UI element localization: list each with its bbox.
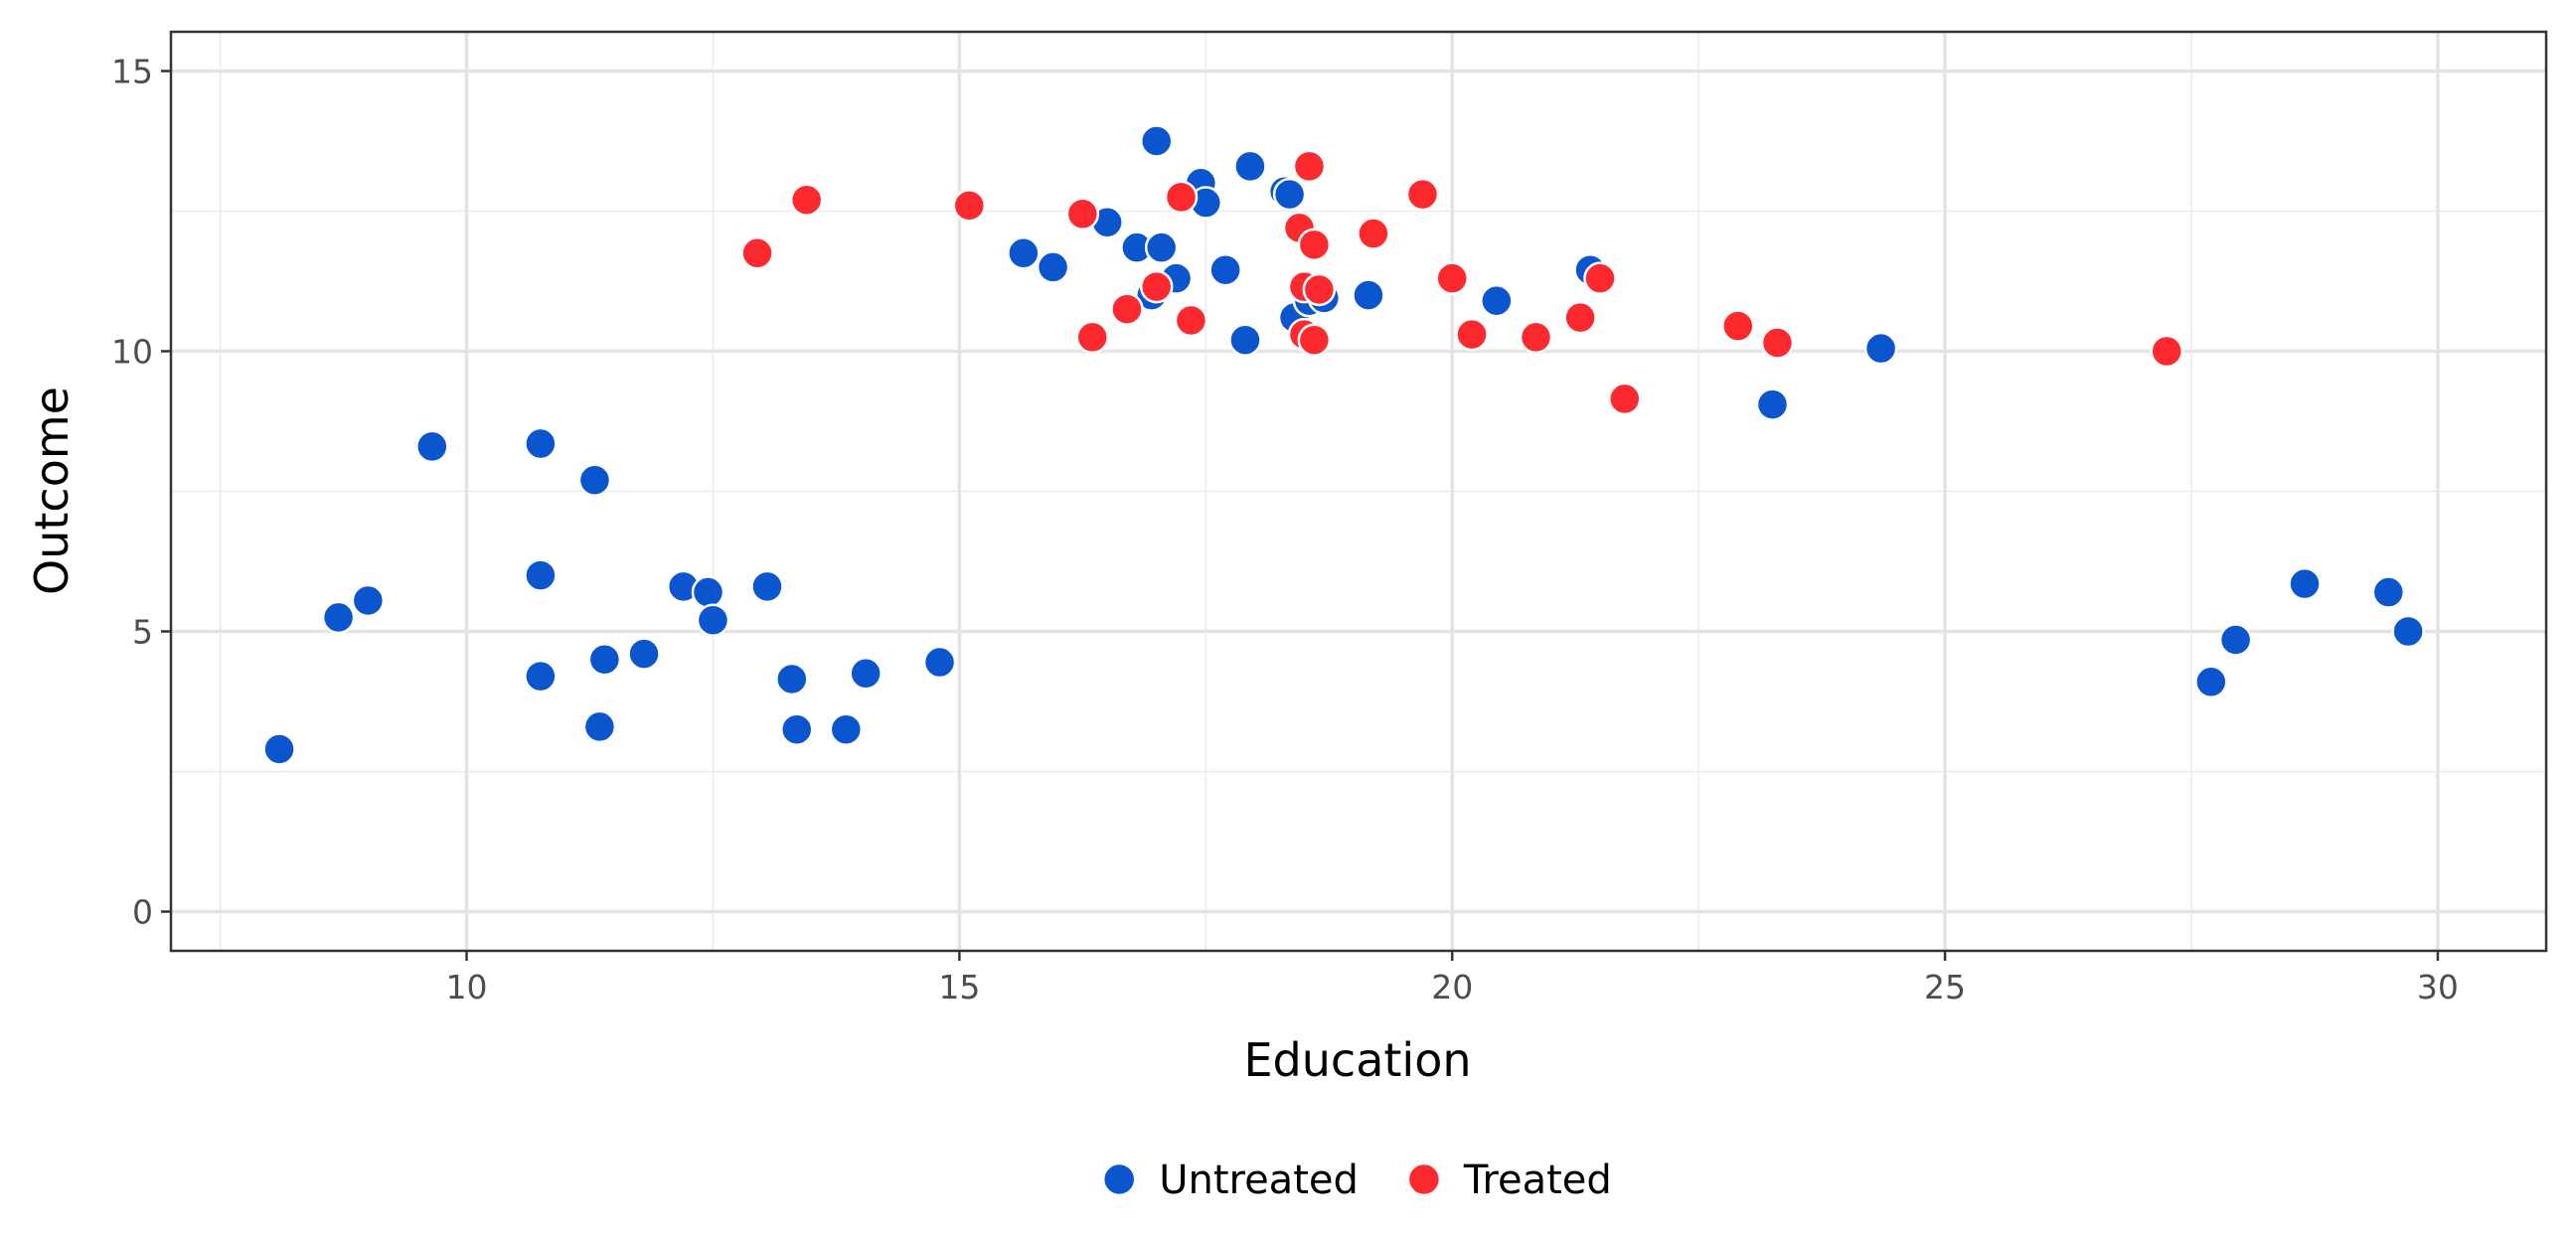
point-untreated xyxy=(775,662,809,696)
point-treated xyxy=(740,236,774,270)
x-tick-label: 10 xyxy=(446,968,488,1006)
point-untreated xyxy=(1863,331,1898,366)
point-untreated xyxy=(1208,252,1242,287)
point-untreated xyxy=(1480,283,1514,318)
point-untreated xyxy=(829,712,864,746)
point-untreated xyxy=(577,463,612,497)
legend-item-untreated: Untreated xyxy=(1101,1157,1359,1203)
point-treated xyxy=(1292,149,1327,184)
point-treated xyxy=(1065,197,1100,231)
point-untreated xyxy=(691,575,725,609)
point-untreated xyxy=(262,732,296,766)
legend-label-untreated: Untreated xyxy=(1159,1157,1359,1203)
legend-item-treated: Treated xyxy=(1406,1157,1612,1203)
point-untreated xyxy=(1144,231,1179,264)
y-axis-ticks: 0 5 10 15 xyxy=(111,52,171,932)
point-untreated xyxy=(2218,623,2253,657)
point-untreated xyxy=(1352,278,1385,312)
point-treated xyxy=(1302,272,1337,307)
y-tick-label: 5 xyxy=(132,613,153,652)
legend: Untreated Treated xyxy=(1101,1157,1612,1203)
point-treated xyxy=(952,189,987,223)
point-treated xyxy=(1563,300,1597,335)
point-untreated xyxy=(1272,177,1307,212)
x-tick-label: 25 xyxy=(1924,968,1966,1006)
point-treated xyxy=(1760,326,1795,360)
point-treated xyxy=(2150,334,2183,369)
x-tick-label: 15 xyxy=(938,968,980,1006)
x-tick-label: 20 xyxy=(1431,968,1473,1006)
point-treated xyxy=(1583,261,1617,295)
point-untreated xyxy=(582,709,617,744)
point-untreated xyxy=(627,637,661,671)
point-treated xyxy=(1297,228,1332,262)
point-treated xyxy=(1721,309,1755,343)
point-untreated xyxy=(351,583,386,618)
point-treated xyxy=(1435,261,1469,295)
point-untreated xyxy=(1007,236,1041,270)
point-untreated xyxy=(2288,566,2322,601)
point-treated xyxy=(1110,292,1144,326)
point-treated xyxy=(789,183,824,217)
grid-layer xyxy=(171,32,2546,951)
point-untreated xyxy=(750,569,784,604)
point-treated xyxy=(1608,382,1642,416)
point-untreated xyxy=(2371,575,2406,609)
point-untreated xyxy=(1755,387,1790,421)
x-axis-title: Education xyxy=(1243,1033,1471,1087)
point-untreated xyxy=(1228,323,1262,357)
y-tick-label: 10 xyxy=(111,332,153,371)
point-treated xyxy=(1075,320,1109,355)
point-treated xyxy=(1139,269,1174,304)
legend-label-treated: Treated xyxy=(1463,1157,1612,1203)
point-untreated xyxy=(779,712,814,746)
point-untreated xyxy=(321,600,356,635)
point-untreated xyxy=(696,603,730,637)
point-untreated xyxy=(524,426,558,461)
point-treated xyxy=(1174,303,1208,338)
point-untreated xyxy=(524,659,558,694)
legend-key-treated xyxy=(1406,1161,1442,1197)
point-untreated xyxy=(2194,665,2228,699)
point-treated xyxy=(1297,323,1332,357)
panel-border xyxy=(169,30,2548,953)
y-tick-label: 0 xyxy=(132,893,153,932)
point-treated xyxy=(1357,217,1390,250)
point-untreated xyxy=(922,645,957,680)
x-tick-label: 30 xyxy=(2417,968,2459,1006)
point-untreated xyxy=(849,657,883,691)
point-treated xyxy=(1519,320,1553,355)
point-untreated xyxy=(1139,124,1174,158)
legend-key-untreated xyxy=(1101,1161,1137,1197)
point-untreated xyxy=(587,642,622,677)
point-treated xyxy=(1405,177,1440,212)
point-treated xyxy=(1164,180,1199,215)
point-untreated xyxy=(415,429,449,464)
point-untreated xyxy=(1233,149,1267,184)
point-treated xyxy=(1455,317,1489,352)
points-layer xyxy=(262,124,2425,766)
y-axis-title: Outcome xyxy=(25,386,79,595)
y-tick-label: 15 xyxy=(111,52,153,90)
x-axis-ticks: 10 15 20 25 30 xyxy=(446,951,2459,1006)
point-untreated xyxy=(524,558,558,592)
point-untreated xyxy=(2391,614,2425,649)
point-untreated xyxy=(1036,250,1070,284)
